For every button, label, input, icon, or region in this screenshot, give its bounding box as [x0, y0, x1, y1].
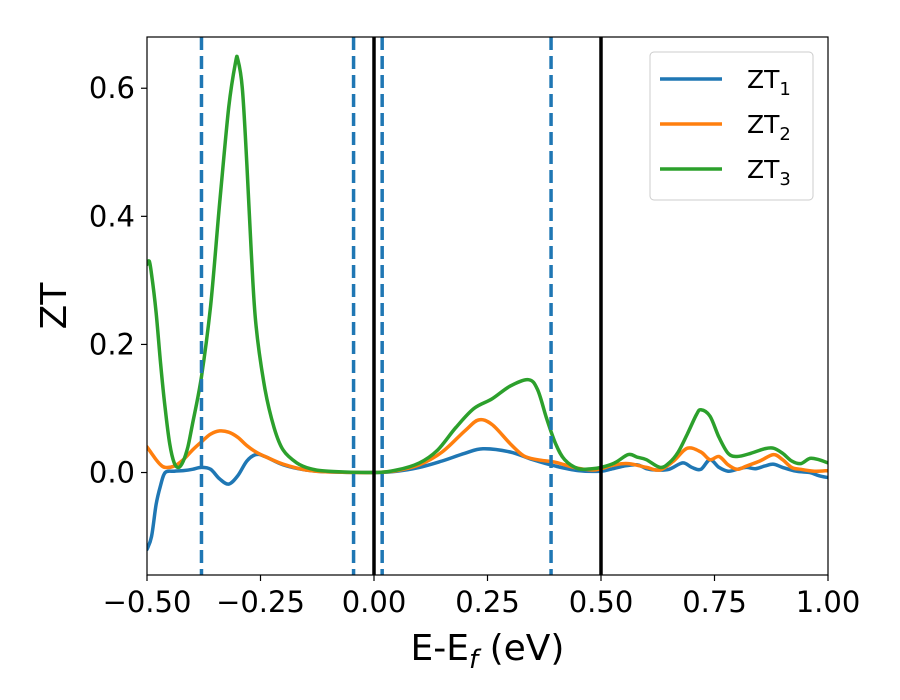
x-tick-label: 0.75	[682, 585, 747, 619]
legend-label-subscript: 3	[779, 169, 790, 190]
y-tick-label: 0.2	[89, 327, 135, 361]
vertical-markers	[199, 37, 603, 575]
series-line-3	[147, 54, 828, 475]
legend-label-subscript: 2	[779, 124, 790, 145]
legend-label-main: ZT	[747, 65, 780, 94]
x-axis-label-main: E-E	[411, 628, 469, 669]
x-axis-label: E-Ef (eV)	[411, 628, 565, 675]
y-axis-label: ZT	[34, 282, 75, 330]
x-tick-label: −0.25	[216, 585, 305, 619]
x-tick-label: 0.00	[342, 585, 407, 619]
plot-lines	[147, 54, 828, 552]
legend-label-main: ZT	[747, 155, 780, 184]
legend-label-1: ZT1	[747, 65, 791, 100]
x-tick-label: −0.50	[103, 585, 192, 619]
x-tick-label: 1.00	[796, 585, 861, 619]
legend-label-main: ZT	[747, 110, 780, 139]
y-tick-label: 0.6	[89, 71, 135, 105]
legend-label-subscript: 1	[779, 79, 790, 100]
y-tick-label: 0.4	[89, 199, 135, 233]
x-tick-label: 0.25	[455, 585, 520, 619]
series-line-2	[147, 417, 828, 475]
legend-box	[649, 51, 814, 201]
legend-label-2: ZT2	[747, 110, 791, 145]
x-axis-label-suffix: (eV)	[478, 628, 564, 669]
axis-ticks: −0.50 −0.25 0.00 0.25 0.50 0.75 1.00 0.0 0.2 0.4 0…	[89, 71, 860, 619]
legend-label-3: ZT3	[747, 155, 791, 190]
y-tick-label: 0.0	[89, 456, 135, 490]
x-tick-label: 0.50	[569, 585, 634, 619]
